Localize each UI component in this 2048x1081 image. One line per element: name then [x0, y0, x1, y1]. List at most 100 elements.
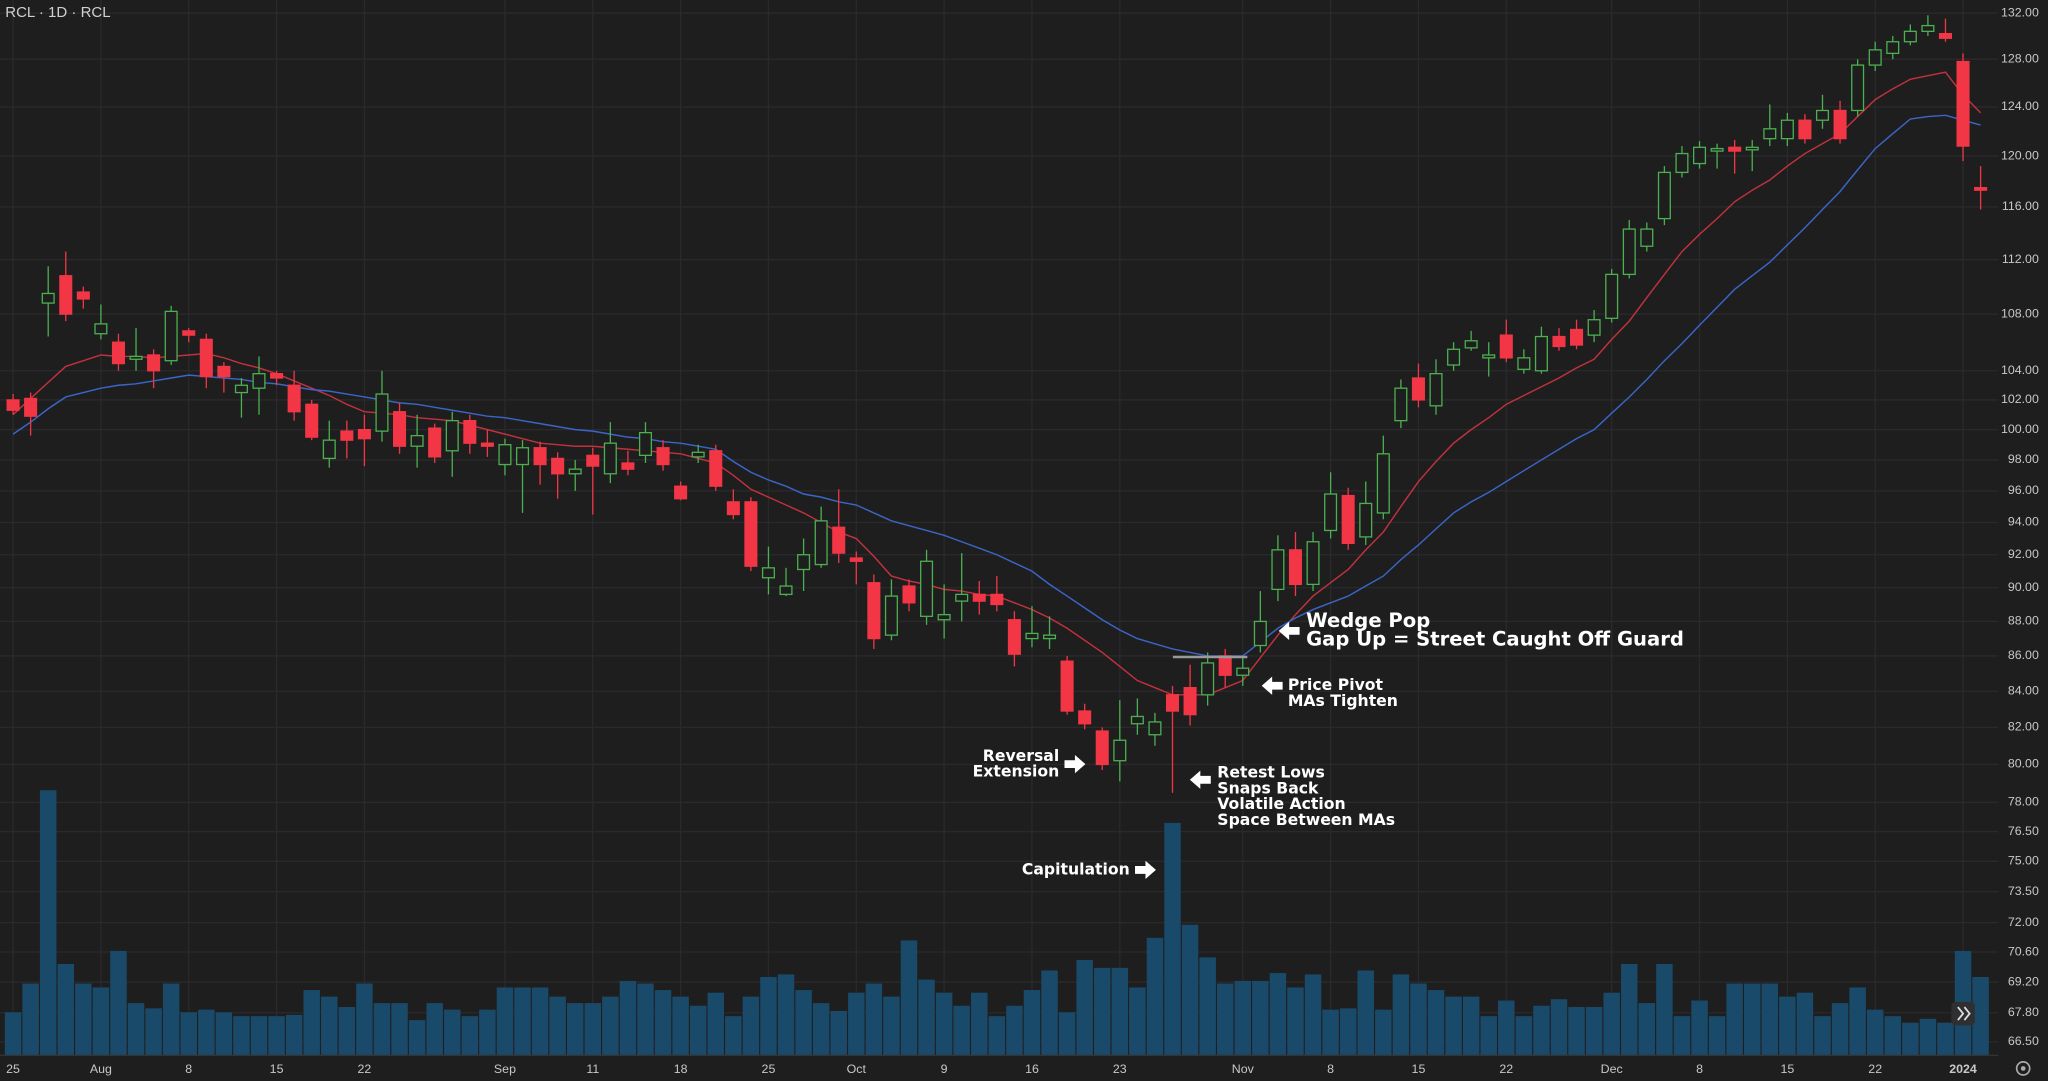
volume-bar — [988, 1016, 1006, 1056]
volume-bar — [637, 983, 654, 1056]
annotation-text: Extension — [973, 761, 1060, 780]
y-tick-label: 73.50 — [2008, 884, 2039, 898]
y-tick-label: 98.00 — [2008, 452, 2039, 466]
candle-body — [832, 526, 846, 554]
candle-body — [1710, 147, 1724, 152]
y-tick-label: 128.00 — [2001, 51, 2039, 65]
volume-bar — [1023, 990, 1041, 1056]
x-tick-label: Nov — [1232, 1062, 1255, 1076]
volume-bar — [57, 963, 74, 1056]
volume-bar — [391, 1003, 408, 1056]
volume-bar — [1445, 996, 1462, 1056]
candle-body — [1060, 660, 1074, 712]
volume-bar — [215, 1012, 233, 1056]
volume-bar — [777, 974, 795, 1056]
candle-body — [533, 447, 547, 466]
candle-body — [972, 593, 986, 602]
candle-body — [1552, 335, 1566, 348]
y-tick-label: 100.00 — [2001, 422, 2039, 436]
candle-body — [1183, 687, 1197, 716]
volume-bar — [373, 1003, 391, 1056]
candle-body — [1148, 721, 1162, 736]
candle-body — [1447, 348, 1461, 366]
candle-body — [1780, 119, 1794, 140]
candle-body — [937, 613, 951, 621]
candle-body — [1815, 109, 1830, 121]
volume-bar — [1287, 987, 1304, 1056]
candle-body — [1938, 32, 1952, 39]
annotation-text: Volatile Action — [1217, 794, 1345, 813]
volume-bar — [689, 1005, 707, 1056]
x-tick-label: 22 — [1499, 1062, 1513, 1076]
x-tick-label: 23 — [1113, 1062, 1127, 1076]
candle-body — [59, 275, 73, 315]
volume-bar — [1234, 980, 1252, 1056]
candle-body — [779, 585, 793, 596]
volume-bar — [1796, 992, 1814, 1056]
candle-body — [1728, 146, 1742, 152]
volume-bar — [971, 992, 988, 1056]
candle-body — [1201, 662, 1215, 696]
volume-bar — [1304, 974, 1322, 1056]
volume-bar — [654, 990, 672, 1056]
volume-bar — [830, 1010, 847, 1056]
candle-body — [726, 501, 740, 516]
volume-layer — [4, 790, 1989, 1056]
volume-bar — [180, 1012, 197, 1056]
annotation-text: Snaps Back — [1217, 778, 1319, 797]
volume-bar — [1515, 1016, 1533, 1056]
candle-body — [1833, 109, 1847, 140]
candle-body — [867, 582, 881, 640]
candle-body — [76, 291, 90, 300]
candle-body — [1587, 319, 1601, 336]
volume-bar — [285, 1014, 303, 1056]
y-tick-label: 104.00 — [2001, 363, 2039, 377]
grid — [0, 0, 1999, 1056]
candle-body — [463, 419, 477, 444]
arrow — [1064, 754, 1086, 774]
volume-bar — [1937, 1022, 1954, 1056]
y-tick-label: 80.00 — [2008, 757, 2039, 771]
volume-bar — [531, 987, 549, 1056]
settings-button[interactable] — [2015, 1061, 2031, 1076]
x-tick-label: 8 — [1696, 1062, 1703, 1076]
y-tick-label: 132.00 — [2001, 5, 2039, 19]
y-tick-label: 124.00 — [2001, 99, 2039, 113]
volume-bar — [1849, 987, 1866, 1056]
volume-bar — [1462, 996, 1480, 1056]
volume-bar — [39, 790, 57, 1056]
volume-bar — [742, 996, 760, 1056]
axes: 132.00 128.00 124.00 120.00 116.00 112.00 108.… — [6, 5, 2039, 1076]
moving-average-line — [12, 114, 1981, 657]
volume-bar — [496, 987, 514, 1056]
scroll-button[interactable] — [1951, 1001, 1975, 1026]
volume-bar — [1006, 1005, 1023, 1056]
volume-bar — [162, 983, 180, 1056]
candle-body — [1078, 710, 1092, 725]
y-tick-label: 94.00 — [2008, 515, 2039, 529]
x-tick-label: 11 — [586, 1062, 599, 1076]
volume-bar — [1831, 1003, 1849, 1056]
candle-body — [1324, 493, 1338, 532]
y-tick-label: 108.00 — [2001, 306, 2039, 320]
y-tick-label: 90.00 — [2008, 580, 2039, 594]
volume-bar — [461, 1016, 479, 1056]
x-tick-label: 15 — [270, 1062, 284, 1076]
y-tick-label: 116.00 — [2002, 199, 2039, 213]
volume-bar — [22, 983, 39, 1056]
volume-bar — [145, 1008, 162, 1056]
volume-bar — [1269, 973, 1287, 1056]
volume-bar — [1129, 987, 1146, 1056]
annotation-text: Wedge Pop — [1306, 609, 1430, 632]
x-tick-label: 18 — [674, 1062, 688, 1076]
candle-body — [1640, 228, 1654, 247]
candle-body — [410, 434, 424, 447]
x-tick-label: 15 — [1412, 1062, 1426, 1076]
annotation-text: Reversal — [983, 746, 1059, 765]
candle-body — [480, 442, 494, 447]
candle-body — [1675, 152, 1689, 174]
x-tick-label: 9 — [941, 1062, 948, 1076]
volume-bar — [408, 1020, 426, 1056]
